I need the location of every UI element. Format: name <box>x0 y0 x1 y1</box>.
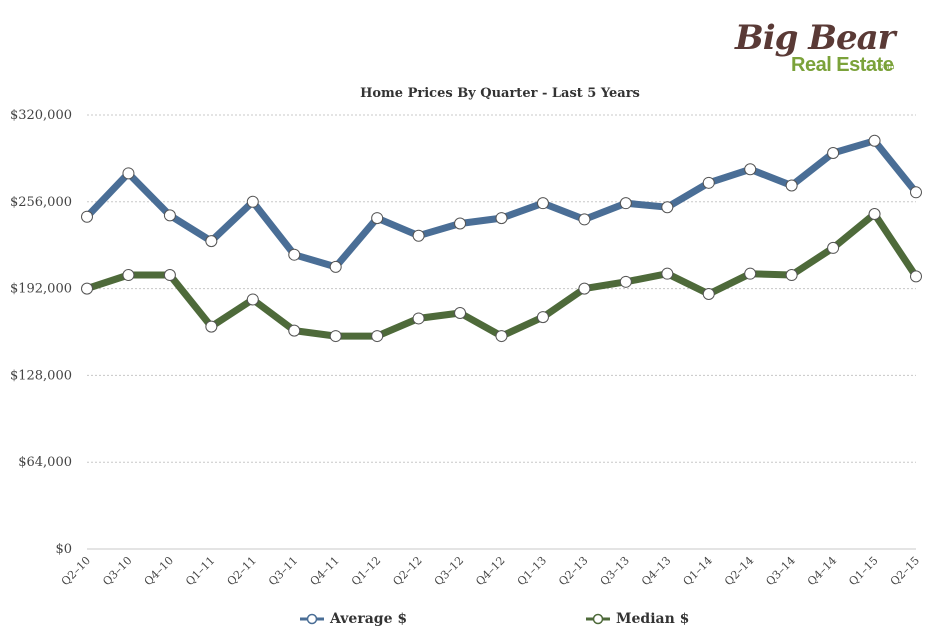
x-tick-label: Q3–10 <box>100 554 134 588</box>
data-point-median[interactable] <box>205 320 218 333</box>
data-point-average[interactable] <box>910 186 922 199</box>
series-points <box>81 134 922 343</box>
grid-lines <box>87 114 916 550</box>
chart-title: Home Prices By Quarter - Last 5 Years <box>360 86 640 101</box>
data-point-average[interactable] <box>163 209 176 222</box>
data-point-median[interactable] <box>122 269 135 282</box>
x-tick-label: Q4–13 <box>639 554 673 588</box>
x-tick-label: Q2–13 <box>556 554 590 588</box>
data-point-median[interactable] <box>578 282 591 295</box>
data-point-average[interactable] <box>578 213 591 226</box>
x-tick-label: Q4–11 <box>308 554 342 588</box>
x-tick-label: Q3–11 <box>266 554 300 588</box>
data-point-median[interactable] <box>81 282 93 295</box>
data-point-average[interactable] <box>371 212 384 225</box>
data-point-median[interactable] <box>495 330 508 343</box>
logo-big-bear-text: Big Bear <box>735 18 896 58</box>
series-line-average <box>83 137 920 271</box>
x-tick-label: Q4–10 <box>142 554 176 588</box>
data-point-median[interactable] <box>910 270 922 283</box>
big-bear-logo: Big Bear Real Estate .com <box>735 18 915 78</box>
data-point-median[interactable] <box>744 267 757 280</box>
x-tick-label: Q1–15 <box>846 554 880 588</box>
legend-average-marker-icon <box>300 613 324 625</box>
data-point-median[interactable] <box>702 288 715 301</box>
data-point-median[interactable] <box>661 267 674 280</box>
data-point-average[interactable] <box>329 260 342 273</box>
x-tick-label: Q4–12 <box>473 554 507 588</box>
x-tick-label: Q1–11 <box>183 554 217 588</box>
data-point-median[interactable] <box>536 311 549 324</box>
legend-item-median[interactable]: Median $ <box>586 607 689 631</box>
legend-item-average[interactable]: Average $ <box>300 607 407 631</box>
x-tick-label: Q3–14 <box>763 554 797 588</box>
x-tick-label: Q2–11 <box>225 554 259 588</box>
x-tick-label: Q2–12 <box>390 554 424 588</box>
y-tick-label: $320,000 <box>10 108 72 123</box>
data-point-average[interactable] <box>536 197 549 210</box>
data-point-average[interactable] <box>827 146 840 159</box>
data-point-median[interactable] <box>454 307 467 320</box>
y-tick-label: $64,000 <box>18 455 72 470</box>
x-tick-label: Q2–15 <box>888 554 922 588</box>
data-point-median[interactable] <box>785 269 798 282</box>
x-tick-label: Q1–14 <box>681 554 715 588</box>
x-tick-label: Q1–13 <box>515 554 549 588</box>
data-point-average[interactable] <box>785 179 798 192</box>
y-tick-label: $128,000 <box>10 368 72 383</box>
x-tick-label: Q2–14 <box>722 554 756 588</box>
legend-median-label: Median $ <box>616 611 690 627</box>
legend-average-label: Average $ <box>330 611 408 627</box>
y-tick-label: $192,000 <box>10 282 72 297</box>
data-point-average[interactable] <box>744 163 757 176</box>
data-point-median[interactable] <box>163 269 176 282</box>
data-point-median[interactable] <box>868 208 881 221</box>
y-tick-label: $0 <box>55 542 72 557</box>
data-point-average[interactable] <box>412 229 425 242</box>
data-point-average[interactable] <box>205 235 218 248</box>
x-tick-label: Q3–13 <box>598 554 632 588</box>
data-point-average[interactable] <box>495 212 508 225</box>
data-point-average[interactable] <box>661 201 674 214</box>
data-point-average[interactable] <box>868 134 881 147</box>
x-tick-label: Q1–12 <box>349 554 383 588</box>
data-point-median[interactable] <box>827 241 840 254</box>
data-point-average[interactable] <box>454 217 467 230</box>
y-axis-ticks: $0 $64,000 $128,000 $192,000 $256,000 $320,00… <box>10 108 72 557</box>
data-point-average[interactable] <box>246 195 259 208</box>
x-tick-label: Q2–10 <box>59 554 93 588</box>
data-point-median[interactable] <box>288 324 301 337</box>
data-point-median[interactable] <box>371 330 384 343</box>
legend-median-marker-icon <box>586 613 610 625</box>
data-point-median[interactable] <box>619 275 632 288</box>
data-point-average[interactable] <box>81 210 93 223</box>
x-tick-label: Q4–14 <box>805 554 839 588</box>
data-point-median[interactable] <box>246 293 259 306</box>
x-tick-label: Q3–12 <box>432 554 466 588</box>
data-point-average[interactable] <box>122 167 135 180</box>
data-point-average[interactable] <box>288 248 301 261</box>
data-point-average[interactable] <box>702 176 715 189</box>
logo-real-estate-text: Real Estate <box>791 54 894 76</box>
logo-com-text: .com <box>877 62 895 71</box>
x-axis-ticks: Q2–10 Q3–10 Q4–10 Q1–11 Q2–11 Q3–11 Q4–11 Q1–12… <box>59 554 922 588</box>
data-point-average[interactable] <box>619 197 632 210</box>
data-point-median[interactable] <box>412 312 425 325</box>
y-tick-label: $256,000 <box>10 195 72 210</box>
data-point-median[interactable] <box>329 330 342 343</box>
